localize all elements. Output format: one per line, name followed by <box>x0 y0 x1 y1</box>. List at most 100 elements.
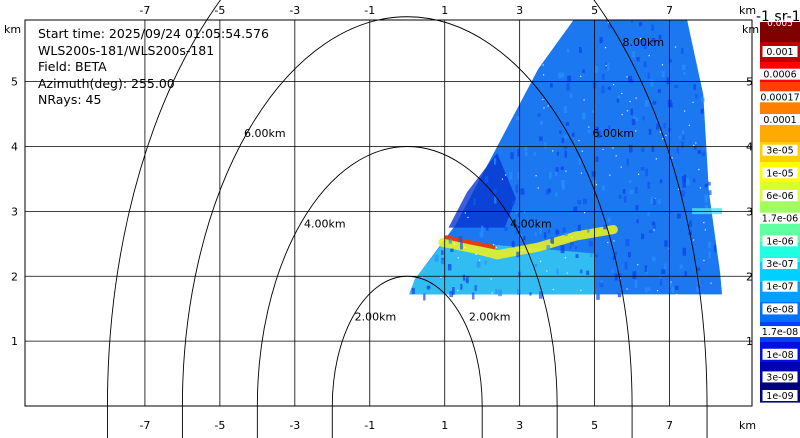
speckle <box>580 172 583 174</box>
colorbar-label-bg <box>762 190 798 202</box>
speckle <box>580 75 582 77</box>
colorbar-label: 0.00017 <box>760 92 799 103</box>
speckle <box>591 171 596 177</box>
range-ring-label: 2.00km <box>469 310 511 323</box>
speckle <box>534 263 538 268</box>
speckle <box>636 57 640 62</box>
x-tick-label-bottom: -5 <box>214 419 225 432</box>
speckle <box>596 294 600 300</box>
speckle <box>501 178 504 180</box>
colorbar-label: 1.7e-06 <box>762 214 798 225</box>
speckle <box>612 83 615 86</box>
speckle <box>524 146 528 152</box>
speckle <box>604 47 607 49</box>
speckle <box>468 216 472 222</box>
speckle <box>695 142 697 144</box>
speckle <box>552 288 554 291</box>
speckle <box>608 125 611 131</box>
x-tick-label-top: 3 <box>516 4 523 17</box>
speckle <box>617 95 621 99</box>
speckle <box>614 251 617 256</box>
speckle <box>453 243 456 245</box>
speckle <box>631 118 636 126</box>
speckle <box>587 229 590 233</box>
speckle <box>583 99 585 101</box>
speckle <box>471 292 475 300</box>
speckle <box>561 137 565 144</box>
colorbar-label-bg <box>759 114 800 126</box>
y-tick-label-left: 4 <box>11 141 18 154</box>
speckle <box>579 269 583 274</box>
speckle <box>577 200 582 205</box>
speckle <box>620 166 622 168</box>
speckle <box>542 64 544 66</box>
speckle <box>476 261 481 268</box>
speckle <box>411 287 415 294</box>
speckle <box>641 147 645 153</box>
speckle <box>440 276 442 278</box>
speckle <box>704 229 706 231</box>
speckle <box>622 189 626 194</box>
speckle <box>676 293 678 296</box>
speckle <box>504 226 508 231</box>
speckle <box>670 281 672 283</box>
speckle <box>703 259 705 262</box>
colorbar-label: 6e-06 <box>766 191 793 202</box>
speckle <box>565 122 570 126</box>
speckle <box>630 108 633 116</box>
speckle <box>457 257 459 259</box>
speckle <box>549 83 553 88</box>
speckle <box>678 188 680 190</box>
y-unit-label-right: km <box>742 23 759 36</box>
speckle <box>462 274 466 281</box>
speckle <box>681 190 685 198</box>
speckle <box>591 110 595 114</box>
speckle <box>615 155 617 157</box>
speckle <box>595 65 599 73</box>
speckle <box>477 196 481 203</box>
colorbar-label-bg <box>756 212 800 224</box>
colorbar-label-bg <box>762 280 798 292</box>
speckle <box>668 59 672 63</box>
speckle <box>695 286 699 292</box>
speckle <box>481 225 484 232</box>
x-tick-label-bottom: 5 <box>591 419 598 432</box>
speckle <box>588 241 593 247</box>
colorbar-swatch <box>760 122 800 143</box>
speckle <box>565 170 567 172</box>
speckle <box>495 246 497 249</box>
speckle <box>558 72 562 79</box>
x-tick-label-top: 7 <box>666 4 673 17</box>
colorbar-label-bg <box>762 235 798 247</box>
speckle <box>680 47 684 54</box>
speckle <box>493 189 497 194</box>
x-tick-label-bottom: -7 <box>139 419 150 432</box>
speckle <box>624 261 628 270</box>
speckle <box>643 61 647 68</box>
speckle <box>695 94 698 99</box>
speckle <box>700 108 704 114</box>
speckle <box>681 64 686 70</box>
instrument-text: WLS200s-181/WLS200s-181 <box>38 43 215 58</box>
speckle <box>689 220 692 228</box>
speckle <box>539 260 542 263</box>
azimuth-text: Azimuth(deg): 255.00 <box>38 76 175 91</box>
speckle <box>663 123 666 129</box>
colorbar-label: 3e-09 <box>766 372 793 383</box>
y-tick-label-right: 5 <box>746 76 753 89</box>
speckle <box>581 112 586 120</box>
speckle <box>450 248 454 252</box>
speckle <box>701 97 705 102</box>
grid-lines <box>25 20 752 406</box>
speckle <box>484 175 489 184</box>
speckle <box>516 289 521 295</box>
speckle <box>534 232 537 236</box>
speckle <box>705 204 708 208</box>
colorbar-label-bg <box>756 91 800 103</box>
colorbar-label: 6e-08 <box>766 304 793 315</box>
speckle <box>682 247 687 256</box>
speckle <box>545 189 550 195</box>
speckle <box>647 212 650 216</box>
speckle <box>611 269 614 273</box>
speckle <box>656 289 659 292</box>
